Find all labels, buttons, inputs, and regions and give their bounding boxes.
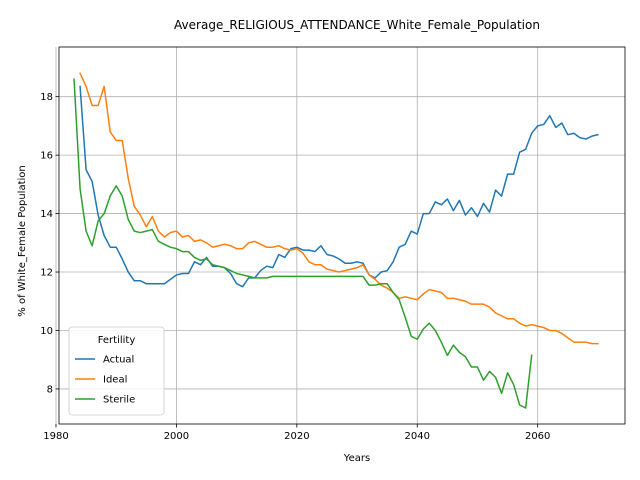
legend-label-actual: Actual	[103, 355, 134, 366]
legend-title: Fertility	[98, 335, 136, 346]
x-tick-label: 1980	[43, 431, 68, 442]
legend-label-ideal: Ideal	[103, 375, 127, 386]
series-line-ideal	[79, 72, 599, 345]
legend-label-sterile: Sterile	[103, 395, 135, 406]
series-line-sterile	[73, 78, 533, 409]
x-tick-label: 2000	[164, 431, 189, 442]
x-tick-label: 2020	[284, 431, 309, 442]
x-tick-label: 2060	[525, 431, 550, 442]
axis-ticks: 1980 2000 2020 2040 2060 8 10 12 14 16 18	[40, 92, 550, 442]
y-tick-label: 8	[47, 384, 53, 395]
y-tick-label: 12	[40, 268, 53, 279]
y-tick-label: 14	[40, 209, 53, 220]
x-tick-label: 2040	[405, 431, 430, 442]
legend-box	[68, 326, 165, 416]
plot-area-frame	[58, 46, 626, 425]
series-line-actual	[79, 85, 599, 288]
grid-lines	[55, 47, 625, 424]
y-tick-label: 10	[40, 326, 53, 337]
series-layer	[73, 72, 599, 409]
y-tick-label: 18	[40, 92, 53, 103]
x-axis-label: Years	[343, 453, 370, 464]
legend: Fertility Actual Ideal Sterile	[68, 326, 165, 416]
legend-entries: Actual Ideal Sterile	[75, 355, 135, 406]
y-tick-label: 16	[40, 151, 53, 162]
chart-title: Average_RELIGIOUS_ATTENDANCE_White_Femal…	[174, 18, 540, 32]
y-axis-label: % of White_Female Population	[17, 165, 28, 316]
